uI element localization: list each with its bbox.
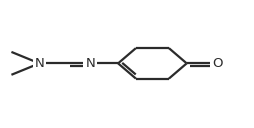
Text: N: N: [35, 57, 44, 70]
Text: O: O: [212, 57, 223, 70]
Text: N: N: [85, 57, 95, 70]
